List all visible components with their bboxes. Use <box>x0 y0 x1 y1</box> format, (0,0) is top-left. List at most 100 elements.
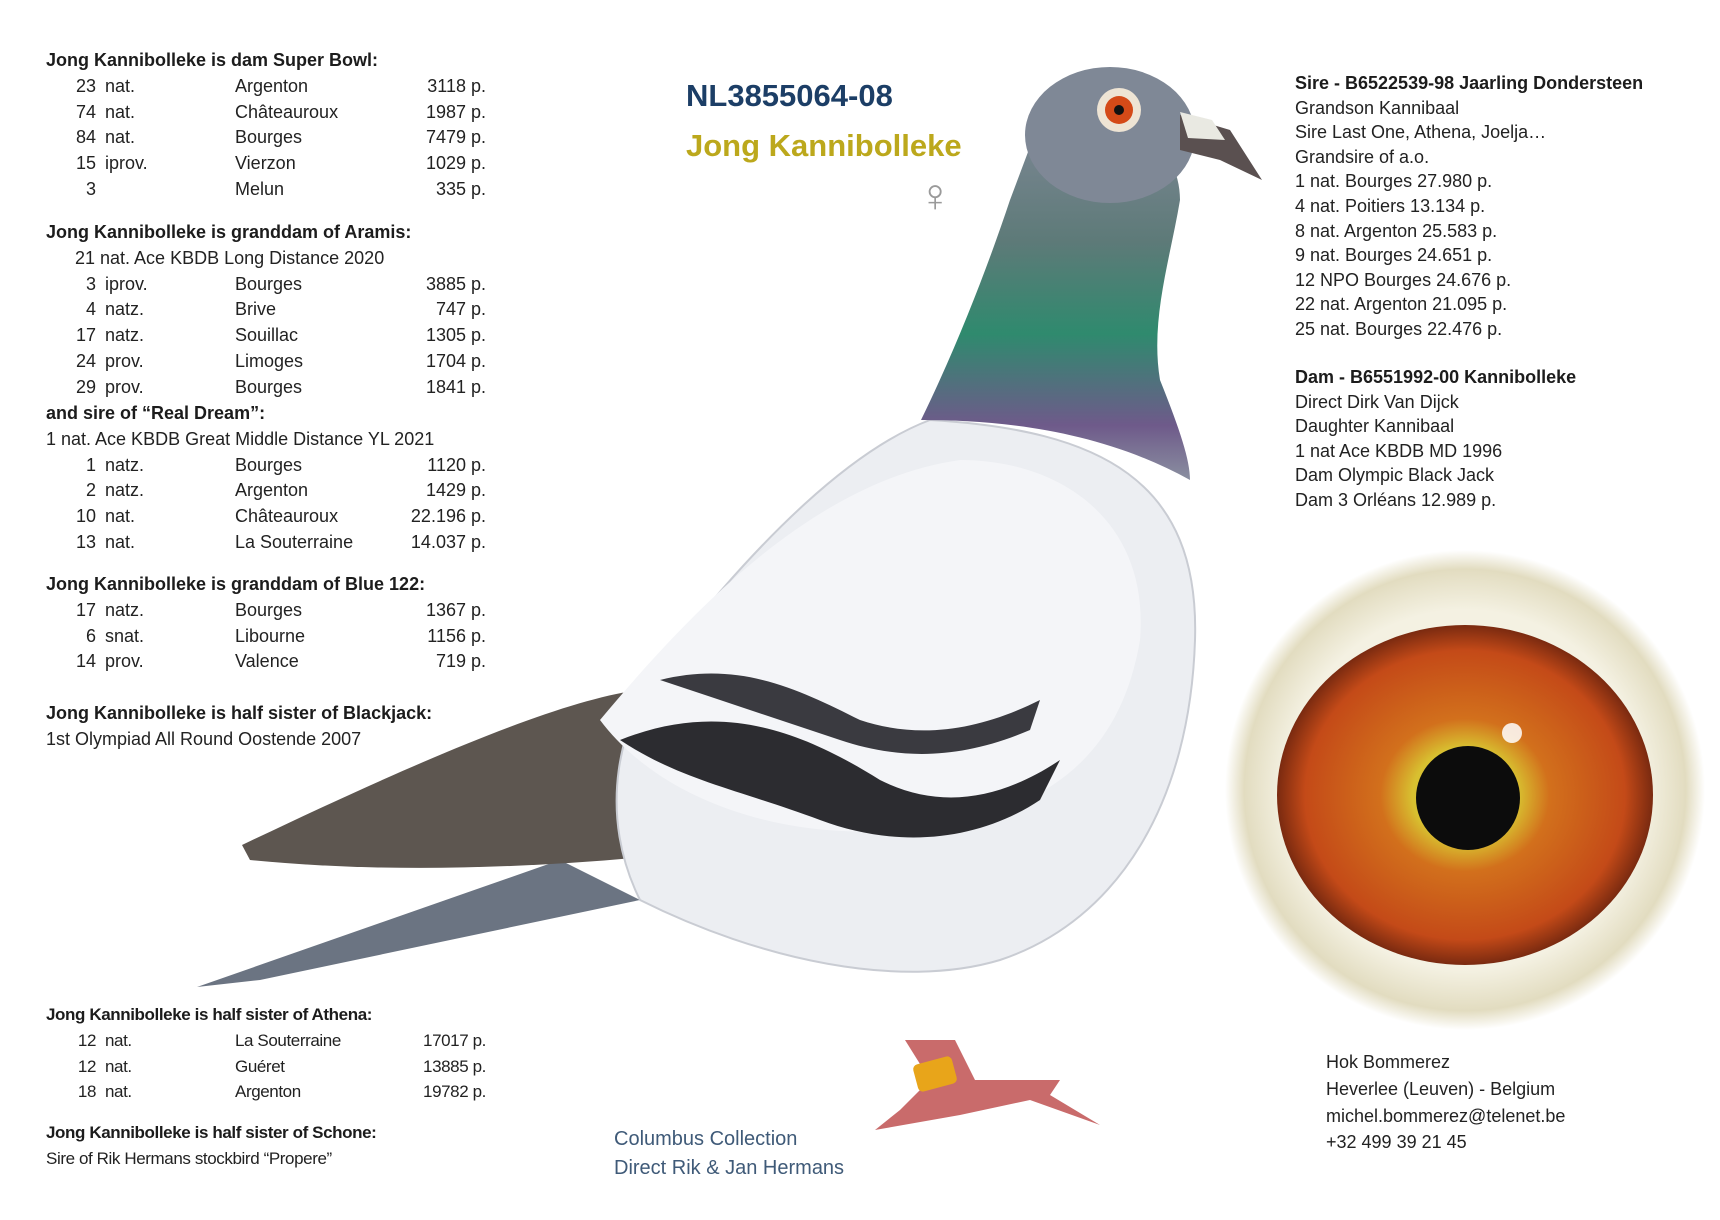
result-position: 74 <box>75 101 96 122</box>
result-pigeons: 1429 p. <box>425 480 486 501</box>
result-row: 23 nat. Argenton 3118 p. <box>46 74 486 100</box>
result-race: La Souterraine <box>235 1030 341 1050</box>
result-race: Vierzon <box>235 153 296 174</box>
pigeon-tail <box>197 860 640 987</box>
pigeon-neck <box>921 114 1190 480</box>
sire-title: Sire - B6522539-98 Jaarling Dondersteen <box>1295 73 1644 93</box>
section-note: 1st Olympiad All Round Oostende 2007 <box>46 728 362 749</box>
result-row: 6 snat. Libourne 1156 p. <box>46 624 486 650</box>
section-title: Jong Kannibolleke is half sister of Athe… <box>46 1005 373 1024</box>
result-position: 23 <box>75 75 96 96</box>
result-row: 12 nat. La Souterraine 17017 p. <box>46 1028 487 1054</box>
text-line: 22 nat. Argenton 21.095 p. <box>1295 294 1508 315</box>
text-line: Columbus Collection <box>614 1128 798 1150</box>
text-line: Daughter Kannibaal <box>1295 416 1455 437</box>
result-pigeons: 1120 p. <box>427 454 486 475</box>
contact-info: Hok Bommerez Heverlee (Leuven) - Belgium m… <box>1326 1049 1565 1156</box>
result-category: iprov. <box>105 153 148 174</box>
collection-info: Columbus Collection Direct Rik & Jan Herm… <box>614 1125 844 1183</box>
result-category: nat. <box>105 127 136 148</box>
result-row: 17 natz. Bourges 1367 p. <box>46 598 486 624</box>
result-position: 6 <box>85 625 96 646</box>
result-row: 17 natz. Souillac 1305 p. <box>46 323 486 349</box>
result-position: 24 <box>75 350 96 371</box>
text-line: 1 nat. Bourges 27.980 p. <box>1295 171 1493 192</box>
result-pigeons: 3885 p. <box>425 273 486 294</box>
result-race: Argenton <box>235 75 309 96</box>
text-line: 25 nat. Bourges 22.476 p. <box>1295 318 1503 339</box>
result-category: prov. <box>105 651 144 672</box>
pigeon-name: Jong Kannibolleke <box>686 128 962 163</box>
result-category: nat. <box>105 531 136 552</box>
result-race: Brive <box>235 299 277 320</box>
result-race: Limoges <box>235 350 304 371</box>
result-position: 3 <box>85 178 96 199</box>
section-title: Jong Kannibolleke is granddam of Aramis: <box>46 222 412 242</box>
result-pigeons: 1704 p. <box>425 350 486 371</box>
section-note: Sire of Rik Hermans stockbird “Propere” <box>46 1148 332 1168</box>
text-line: 8 nat. Argenton 25.583 p. <box>1295 220 1498 241</box>
result-position: 13 <box>75 531 96 552</box>
result-pigeons: 335 p. <box>435 178 486 199</box>
result-row: 18 nat. Argenton 19782 p. <box>46 1079 487 1105</box>
text-line: Heverlee (Leuven) - Belgium <box>1326 1078 1556 1099</box>
result-category: iprov. <box>105 273 148 294</box>
result-row: 13 nat. La Souterraine 14.037 p. <box>46 530 486 556</box>
result-race: Bourges <box>235 273 303 294</box>
section-title: Jong Kannibolleke is dam Super Bowl: <box>46 50 379 70</box>
result-race: Melun <box>235 178 285 199</box>
result-race: Bourges <box>235 127 303 148</box>
result-row: 14 prov. Valence 719 p. <box>46 649 486 675</box>
text-line: Dam 3 Orléans 12.989 p. <box>1295 489 1497 510</box>
section-note: 21 nat. Ace KBDB Long Distance 2020 <box>75 247 385 268</box>
result-category: natz. <box>105 299 145 320</box>
result-category: nat. <box>105 506 136 527</box>
result-pigeons: 1305 p. <box>425 325 486 346</box>
result-position: 17 <box>75 325 96 346</box>
result-category: nat. <box>105 1056 132 1076</box>
result-pigeons: 719 p. <box>435 651 486 672</box>
result-row: 29 prov. Bourges 1841 p. <box>46 375 486 401</box>
text-line: michel.bommerez@telenet.be <box>1326 1105 1566 1126</box>
result-row: 12 nat. Guéret 13885 p. <box>46 1054 487 1080</box>
female-symbol-icon: ♀ <box>918 169 953 221</box>
result-pigeons: 22.196 p. <box>410 506 486 527</box>
result-row: 2 natz. Argenton 1429 p. <box>46 478 486 504</box>
result-pigeons: 19782 p. <box>423 1082 486 1102</box>
section-aramis: Jong Kannibolleke is granddam of Aramis:… <box>46 220 486 401</box>
text-line: Grandson Kannibaal <box>1295 97 1460 118</box>
text-line: 1 nat Ace KBDB MD 1996 <box>1295 440 1503 461</box>
result-race: Bourges <box>235 454 303 475</box>
pigeon-head <box>1025 67 1195 203</box>
result-race: Souillac <box>235 325 299 346</box>
text-line: +32 499 39 21 45 <box>1326 1132 1467 1153</box>
result-race: Guéret <box>235 1056 285 1076</box>
result-position: 12 <box>77 1030 97 1050</box>
result-row: 74 nat. Châteauroux 1987 p. <box>46 100 486 126</box>
result-pigeons: 17017 p. <box>423 1030 486 1050</box>
text-line: Dam Olympic Black Jack <box>1295 465 1495 486</box>
result-race: Valence <box>235 651 299 672</box>
result-position: 15 <box>75 153 96 174</box>
result-row: 15 iprov. Vierzon 1029 p. <box>46 151 486 177</box>
section-title: Jong Kannibolleke is half sister of Blac… <box>46 703 433 723</box>
result-pigeons: 1841 p. <box>425 376 486 397</box>
text-line: 4 nat. Poitiers 13.134 p. <box>1295 195 1486 216</box>
eye-closeup-highlight <box>1502 723 1522 743</box>
result-category: nat. <box>105 101 136 122</box>
result-category: nat. <box>105 1030 132 1050</box>
result-position: 3 <box>85 273 96 294</box>
result-row: 1 natz. Bourges 1120 p. <box>46 453 486 479</box>
section-blue-122: Jong Kannibolleke is granddam of Blue 12… <box>46 572 486 675</box>
result-race: Libourne <box>235 625 306 646</box>
section-real-dream: and sire of “Real Dream”: 1 nat. Ace KBD… <box>46 401 486 556</box>
text-line: Direct Rik & Jan Hermans <box>614 1157 845 1179</box>
text-line: 12 NPO Bourges 24.676 p. <box>1295 269 1512 290</box>
pigeon-ring <box>913 1056 957 1092</box>
pigeon-cere <box>1180 112 1225 140</box>
dam-info: Dam - B6551992-00 Kannibolleke Direct Di… <box>1295 365 1576 513</box>
result-position: 10 <box>75 506 96 527</box>
section-title: Jong Kannibolleke is half sister of Scho… <box>46 1123 377 1142</box>
result-race: Argenton <box>235 480 309 501</box>
